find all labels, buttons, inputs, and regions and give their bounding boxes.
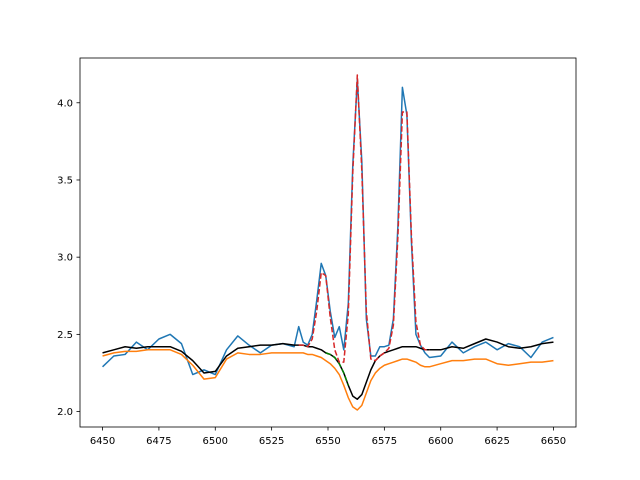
axes-frame — [79, 57, 577, 428]
x-tick-label: 6650 — [541, 436, 566, 447]
y-tick-label: 3.0 — [57, 253, 73, 264]
y-tick-label: 2.0 — [57, 407, 73, 418]
x-tick-label: 6625 — [484, 436, 509, 447]
x-tick-label: 6600 — [428, 436, 453, 447]
y-tick-label: 4.0 — [57, 98, 73, 109]
x-tick-label: 6450 — [90, 436, 115, 447]
x-tick-label: 6575 — [372, 436, 397, 447]
y-tick-label: 2.5 — [57, 330, 73, 341]
series-line — [298, 74, 430, 363]
x-tick-label: 6500 — [203, 436, 228, 447]
series-line — [325, 352, 349, 386]
series-line — [102, 349, 554, 411]
y-tick-label: 3.5 — [57, 175, 73, 186]
x-tick-label: 6550 — [315, 436, 340, 447]
x-tick-label: 6525 — [259, 436, 284, 447]
x-tick-label: 6475 — [146, 436, 171, 447]
